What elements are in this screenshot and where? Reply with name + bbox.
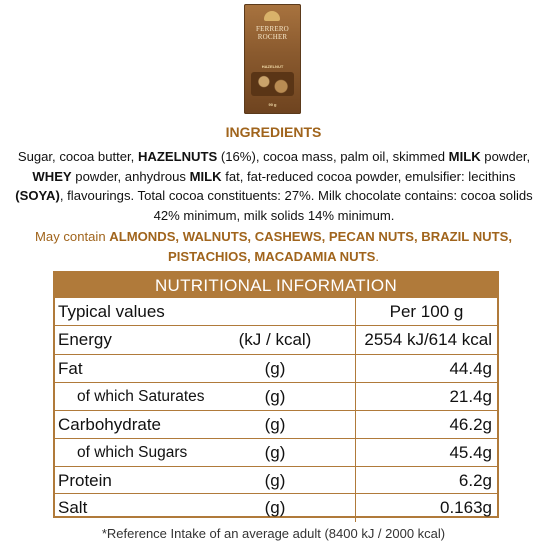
table-row: Salt (g) 0.163g	[55, 493, 497, 522]
nutrient-name: Protein	[58, 470, 112, 490]
allergen-ingredient: MILK	[189, 168, 222, 184]
nutrient-value: 21.4g	[355, 383, 497, 411]
nutrient-value: 46.2g	[355, 411, 497, 439]
nutrition-table: NUTRITIONAL INFORMATION Typical values P…	[53, 271, 499, 522]
text-segment: .	[375, 248, 379, 264]
text-segment: powder, anhydrous	[71, 168, 190, 184]
table-row: Protein (g) 6.2g	[55, 466, 497, 495]
allergen-warning: May contain ALMONDS, WALNUTS, CASHEWS, P…	[20, 227, 527, 266]
table-row: Fat (g) 44.4g	[55, 354, 497, 383]
nutrient-unit: (g)	[264, 470, 286, 490]
product-image: FERRERO ROCHER HAZELNUT 90 g	[244, 4, 301, 114]
nutrient-unit: (g)	[264, 497, 286, 517]
nutrient-value: 6.2g	[355, 467, 497, 495]
nutrient-value: 2554 kJ/614 kcal	[355, 326, 497, 354]
nutrient-name: Fat	[58, 358, 83, 378]
brand-name-line2: ROCHER	[257, 33, 288, 41]
text-segment: powder,	[480, 149, 531, 164]
ingredients-text: Sugar, cocoa butter, HAZELNUTS (16%), co…	[8, 147, 540, 226]
allergen-ingredient: WHEY	[32, 168, 72, 184]
nutrient-value: 0.163g	[355, 494, 497, 522]
brand-crest-icon	[264, 11, 280, 21]
brand-name-line1: FERRERO	[256, 25, 289, 33]
nutrient-unit: (g)	[264, 414, 286, 434]
nutrient-unit: (g)	[264, 386, 286, 406]
nutrient-name: Energy	[58, 329, 112, 349]
weight-label: 90 g	[268, 102, 277, 107]
nutrient-value: 45.4g	[355, 439, 497, 467]
text-segment: May contain	[35, 229, 110, 244]
allergen-ingredient: HAZELNUTS	[137, 149, 218, 164]
flavour-label: HAZELNUT	[261, 64, 284, 69]
table-row: Energy (kJ / kcal) 2554 kJ/614 kcal	[55, 325, 497, 354]
nutrient-name: Salt	[58, 497, 88, 517]
table-row: of which Saturates (g) 21.4g	[55, 382, 497, 411]
nutrient-name: of which Sugars	[77, 443, 188, 461]
table-row: of which Sugars (g) 45.4g	[55, 438, 497, 467]
table-header-row: Typical values Per 100 g	[55, 298, 497, 325]
text-segment: Sugar, cocoa butter,	[17, 149, 138, 164]
allergen-ingredient: (SOYA)	[15, 188, 60, 204]
text-segment: , flavourings. Total cocoa constituents:…	[59, 188, 533, 224]
table-row: Carbohydrate (g) 46.2g	[55, 410, 497, 439]
nutrient-unit: (kJ / kcal)	[238, 329, 312, 349]
nutrient-name: Carbohydrate	[58, 414, 162, 434]
nutrition-title: NUTRITIONAL INFORMATION	[55, 273, 497, 298]
nutrient-unit: (g)	[264, 358, 286, 378]
nutrient-unit: (g)	[264, 442, 286, 462]
allergen-ingredient: ALMONDS, WALNUTS, CASHEWS, PECAN NUTS, B…	[109, 229, 512, 264]
nutrient-value: 44.4g	[355, 355, 497, 383]
typical-values-label: Typical values	[58, 301, 165, 321]
per-100g-label: Per 100 g	[355, 298, 497, 325]
text-segment: fat, fat-reduced cocoa powder, emulsifie…	[221, 168, 516, 184]
text-segment: (16%), cocoa mass, palm oil, skimmed	[217, 149, 449, 164]
allergen-ingredient: MILK	[448, 149, 481, 164]
hazelnut-illustration	[251, 72, 294, 96]
ingredients-heading: INGREDIENTS	[225, 124, 322, 140]
nutrient-name: of which Saturates	[77, 387, 205, 405]
reference-intake-footnote: *Reference Intake of an average adult (8…	[101, 526, 446, 541]
